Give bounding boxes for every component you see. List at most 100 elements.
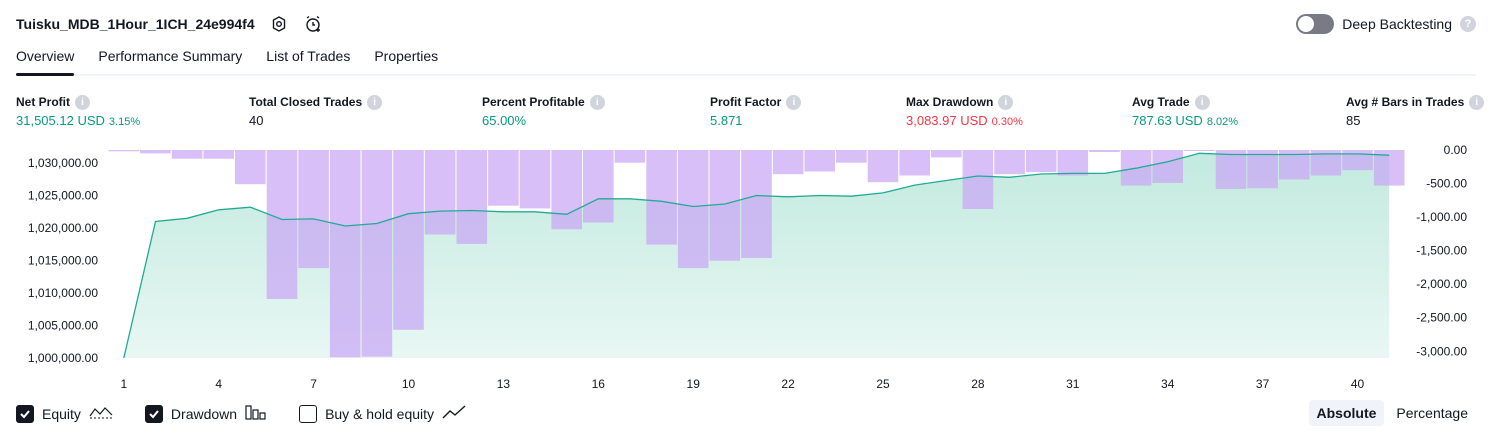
right-axis-tick-label: -2,000.00 xyxy=(1416,277,1467,291)
metric-profit-factor: Profit Factor i 5.871 xyxy=(710,94,802,128)
metric-label: Avg Trade xyxy=(1132,95,1190,109)
metric-subvalue: 8.02% xyxy=(1206,116,1239,128)
tab-properties[interactable]: Properties xyxy=(374,48,439,64)
metric-avg-trade: Avg Trade i 787.63 USD 8.02% xyxy=(1132,94,1238,128)
drawdown-bar xyxy=(456,150,488,244)
metric-label: Total Closed Trades xyxy=(249,95,363,109)
drawdown-bar xyxy=(646,150,677,245)
metric-value: 3,083.97 USD xyxy=(906,113,988,128)
x-axis-tick-label: 37 xyxy=(1256,377,1270,391)
drawdown-bar xyxy=(235,150,266,185)
drawdown-bar xyxy=(519,150,551,209)
left-axis-tick-label: 1,005,000.00 xyxy=(28,319,98,333)
metric-value: 65.00% xyxy=(482,113,527,128)
info-icon[interactable]: i xyxy=(786,94,802,110)
drawdown-bar xyxy=(140,150,171,154)
right-axis-tick-label: -500.00 xyxy=(1426,177,1467,191)
x-axis-tick-label: 16 xyxy=(592,377,606,391)
metric-net-profit: Net Profit i 31,505.12 USD 3.15% xyxy=(16,94,140,128)
drawdown-bar xyxy=(551,150,582,230)
settings-icon[interactable] xyxy=(269,14,289,34)
tab-performance-summary[interactable]: Performance Summary xyxy=(98,48,243,64)
right-axis-tick-label: -3,000.00 xyxy=(1416,344,1467,358)
drawdown-checkbox[interactable] xyxy=(144,404,163,423)
drawdown-bar xyxy=(1152,150,1183,183)
x-axis-tick-label: 28 xyxy=(971,377,985,391)
equity-checkbox[interactable] xyxy=(16,404,34,423)
drawdown-bar xyxy=(1025,150,1057,173)
drawdown-bar xyxy=(1089,150,1120,152)
buy-hold-checkbox[interactable] xyxy=(299,404,318,423)
equity-line-icon xyxy=(89,404,113,423)
drawdown-bar xyxy=(108,150,140,152)
legend-drawdown[interactable]: Drawdown xyxy=(144,404,267,423)
metric-avg-bars: Avg # Bars in Trades i 85 xyxy=(1346,94,1485,128)
info-icon[interactable]: i xyxy=(998,94,1014,110)
right-axis-tick-label: -2,500.00 xyxy=(1416,311,1467,325)
drawdown-bar xyxy=(1215,150,1247,189)
buy-hold-line-icon xyxy=(442,404,466,423)
drawdown-bar xyxy=(1342,150,1373,171)
drawdown-bar xyxy=(361,150,393,357)
x-axis-tick-label: 1 xyxy=(120,377,127,391)
legend-buy-hold[interactable]: Buy & hold equity xyxy=(299,404,466,423)
drawdown-bar xyxy=(424,150,456,235)
x-axis-tick-label: 10 xyxy=(402,377,416,391)
chart-legend: Equity Drawdown Buy & hold equity xyxy=(16,404,486,423)
deep-backtesting: Deep Backtesting ? xyxy=(1296,14,1476,34)
strategy-header: Tuisku_MDB_1Hour_1ICH_24e994f4 xyxy=(16,12,323,36)
deep-backtesting-toggle[interactable] xyxy=(1296,14,1335,34)
metric-label: Avg # Bars in Trades xyxy=(1346,95,1465,109)
left-axis-tick-label: 1,000,000.00 xyxy=(28,351,98,365)
x-axis-tick-label: 40 xyxy=(1351,377,1365,391)
metric-label: Percent Profitable xyxy=(482,95,585,109)
drawdown-bar xyxy=(1373,150,1405,186)
drawdown-bar xyxy=(994,150,1025,175)
legend-equity[interactable]: Equity xyxy=(16,404,113,423)
right-axis-tick-label: 0.00 xyxy=(1444,143,1468,157)
metric-value: 5.871 xyxy=(710,113,743,128)
help-icon[interactable]: ? xyxy=(1460,16,1476,32)
deep-backtesting-label: Deep Backtesting xyxy=(1342,16,1452,32)
x-axis-tick-label: 31 xyxy=(1066,377,1080,391)
value-mode-switcher: Absolute Percentage xyxy=(1308,400,1477,426)
x-axis-tick-label: 13 xyxy=(497,377,511,391)
metric-subvalue: 0.30% xyxy=(991,116,1023,128)
info-icon[interactable]: i xyxy=(1469,94,1485,110)
x-axis-tick-label: 4 xyxy=(215,377,222,391)
metric-label: Net Profit xyxy=(16,95,70,109)
right-axis-tick-label: -1,000.00 xyxy=(1416,210,1467,224)
drawdown-bar xyxy=(329,150,361,358)
info-icon[interactable]: i xyxy=(367,94,383,110)
metric-label: Profit Factor xyxy=(710,95,782,109)
drawdown-bar xyxy=(899,150,930,176)
drawdown-bar xyxy=(298,150,329,269)
drawdown-bar xyxy=(393,150,424,330)
metric-value: 40 xyxy=(249,113,264,128)
legend-buy-hold-label: Buy & hold equity xyxy=(325,405,435,422)
equity-line xyxy=(123,152,1390,359)
drawdown-bar xyxy=(867,150,899,183)
absolute-button[interactable]: Absolute xyxy=(1308,400,1385,426)
metric-value: 31,505.12 USD xyxy=(16,113,105,128)
metric-value: 787.63 USD xyxy=(1132,113,1203,128)
metric-subvalue: 3.15% xyxy=(108,116,141,128)
info-icon[interactable]: i xyxy=(589,94,605,110)
drawdown-bar xyxy=(1057,150,1089,176)
drawdown-bars-icon xyxy=(245,404,267,423)
drawdown-bar xyxy=(962,150,994,209)
tab-list-of-trades[interactable]: List of Trades xyxy=(266,48,351,64)
drawdown-bar xyxy=(931,150,962,158)
equity-drawdown-chart[interactable]: 1,030,000.00 1,025,000.00 1,020,000.00 1,01… xyxy=(0,140,1494,398)
tab-overview[interactable]: Overview xyxy=(16,48,75,76)
info-icon[interactable]: i xyxy=(1194,94,1210,110)
drawdown-bar xyxy=(488,150,519,206)
x-axis-tick-label: 25 xyxy=(876,377,890,391)
percentage-button[interactable]: Percentage xyxy=(1396,405,1468,421)
right-axis-tick-label: -1,500.00 xyxy=(1416,244,1467,258)
drawdown-bar xyxy=(614,150,646,163)
alarm-add-icon[interactable] xyxy=(303,14,323,34)
info-icon[interactable]: i xyxy=(75,94,90,110)
drawdown-bar xyxy=(266,150,298,299)
legend-drawdown-label: Drawdown xyxy=(170,405,238,422)
